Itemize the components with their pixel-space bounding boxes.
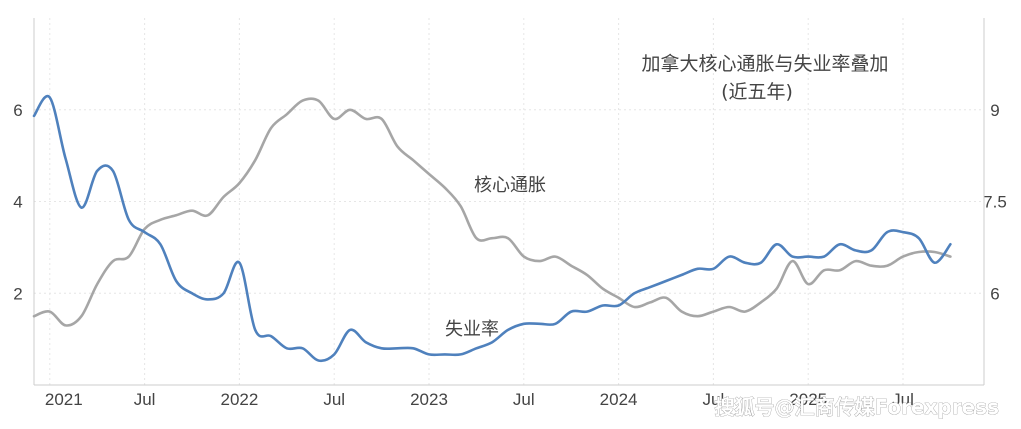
x-tick-label: 2021 — [45, 390, 83, 409]
x-tick-label: Jul — [513, 390, 535, 409]
chart-title: 加拿大核心通胀与失业率叠加 — [641, 52, 888, 75]
left-tick-label: 6 — [13, 101, 22, 120]
x-tick-label: Jul — [134, 390, 156, 409]
x-tick-label: Jul — [323, 390, 345, 409]
left-tick-label: 4 — [13, 193, 22, 212]
unemployment-annotation: 失业率 — [445, 319, 499, 340]
x-tick-label: Jul — [892, 390, 914, 409]
grid — [34, 18, 984, 385]
x-tick-label: 2024 — [600, 390, 638, 409]
core-inflation-annotation: 核心通胀 — [474, 175, 546, 196]
x-tick-label: Jul — [703, 390, 725, 409]
series-layer — [32, 94, 952, 363]
x-tick-label: 2022 — [220, 390, 258, 409]
x-tick-label: 2023 — [410, 390, 448, 409]
right-tick-label: 6 — [990, 284, 999, 303]
right-tick-label: 7.5 — [983, 193, 1007, 212]
x-tick-label: 2025 — [789, 390, 827, 409]
unemployment-line — [32, 94, 952, 363]
watermark: 搜狐号@汇商传媒Forexpress — [715, 395, 999, 419]
left-tick-label: 2 — [13, 284, 22, 303]
axes: 2 4 6 6 7.5 9 2021 Jul 2022 Jul 2023 Jul 2024 Jul 2025… — [13, 18, 1007, 409]
labels: 加拿大核心通胀与失业率叠加 (近五年) 核心通胀 失业率 搜狐号@汇商传媒For… — [445, 52, 999, 419]
right-tick-label: 9 — [990, 101, 999, 120]
chart-subtitle: (近五年) — [721, 81, 793, 103]
core-inflation-line — [32, 97, 952, 327]
